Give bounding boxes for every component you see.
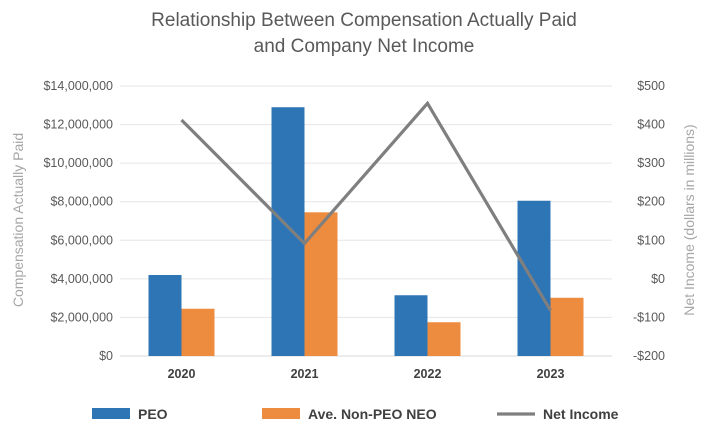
y-left-tick-label: $14,000,000 [43,79,113,93]
y-left-tick-label: $4,000,000 [50,272,113,286]
net-income-line-layer [180,100,552,312]
y-axis-right-ticks: -$200 -$100 $0 $100 $200 $300 $400 $500 [633,79,665,363]
x-tick-label: 2022 [414,367,442,381]
y-right-tick-label: $300 [637,156,665,170]
x-tick-label: 2021 [291,367,319,381]
y-right-tick-label: $500 [637,79,665,93]
y-right-tick-label: $200 [637,195,665,209]
bar-peo-2021 [271,107,305,356]
y-right-tick-label: -$100 [633,310,665,324]
legend-label-peo: PEO [138,406,168,422]
y-axis-left-label: Compensation Actually Paid [10,133,26,307]
y-right-tick-label: $400 [637,118,665,132]
bar-ave-non-peo-neo-2023 [550,297,584,356]
x-axis-ticks: 2020 2021 2022 2023 [168,367,565,381]
y-right-tick-label: $100 [637,233,665,247]
y-left-tick-label: $8,000,000 [50,195,113,209]
chart-title-line1: Relationship Between Compensation Actual… [151,10,577,31]
y-axis-right-label: Net Income (dollars in millions) [681,124,697,315]
bar-peo-2023 [517,200,551,356]
x-tick-label: 2023 [537,367,565,381]
y-right-tick-label: $0 [651,272,665,286]
y-left-tick-label: $6,000,000 [50,233,113,247]
legend-swatch-peo [92,408,130,419]
y-right-tick-label: -$200 [633,349,665,363]
bar-peo-2022 [394,295,428,356]
bar-ave-non-peo-neo-2022 [427,322,461,356]
y-axis-left-ticks: $0 $2,000,000 $4,000,000 $6,000,000 $8,000,0… [43,79,113,363]
bars [148,107,584,356]
chart-title-line2: and Company Net Income [254,36,475,57]
legend-label-ave-non-peo-neo: Ave. Non-PEO NEO [308,406,437,422]
y-left-tick-label: $12,000,000 [43,118,113,132]
line-net-income [180,100,552,312]
bar-ave-non-peo-neo-2021 [304,212,338,356]
bar-ave-non-peo-neo-2020 [181,308,215,356]
y-left-tick-label: $0 [99,349,113,363]
y-left-tick-label: $2,000,000 [50,310,113,324]
legend: PEO Ave. Non-PEO NEO Net Income [92,406,619,422]
x-tick-label: 2020 [168,367,196,381]
bar-peo-2020 [148,275,182,356]
legend-swatch-ave-non-peo-neo [262,408,300,419]
legend-label-net-income: Net Income [543,406,619,422]
y-left-tick-label: $10,000,000 [43,156,113,170]
